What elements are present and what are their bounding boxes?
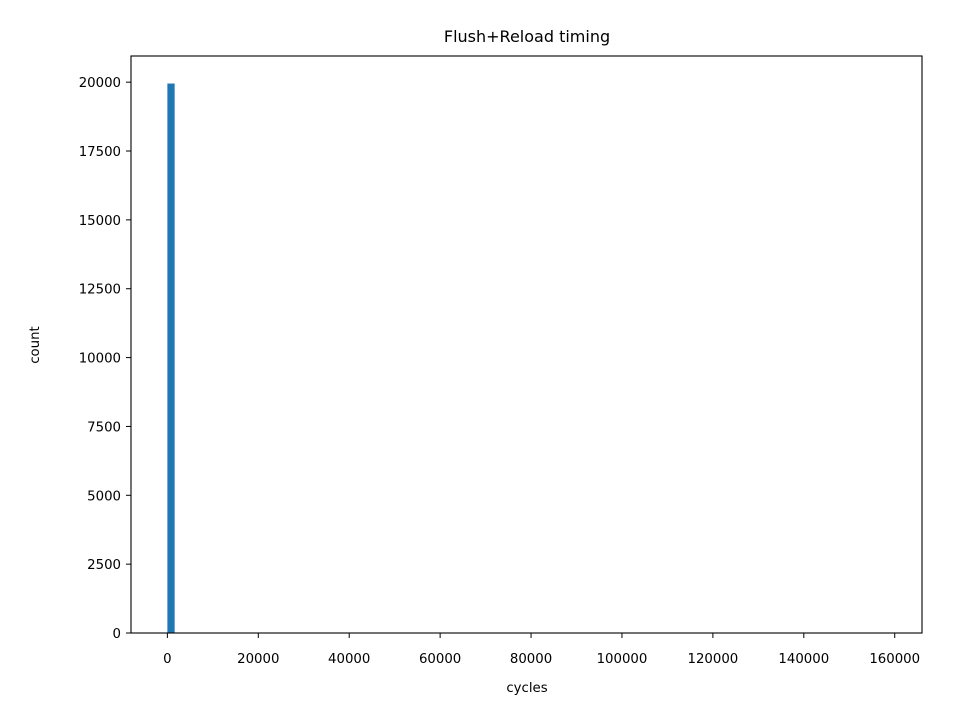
x-tick-label: 100000 (597, 652, 648, 667)
x-axis: 0 20000 40000 60000 80000 100000 120000 140000 1… (163, 633, 920, 667)
y-axis: 0 2500 5000 7500 10000 12500 15000 17500 20000 (79, 76, 131, 642)
plot-frame (130, 55, 923, 634)
y-tick-label: 5000 (87, 489, 121, 504)
chart-title: Flush+Reload timing (444, 27, 610, 46)
x-tick-label: 120000 (688, 652, 739, 667)
x-tick-label: 160000 (869, 652, 920, 667)
x-tick-label: 20000 (237, 652, 279, 667)
y-tick-label: 10000 (79, 352, 121, 367)
y-tick-label: 7500 (87, 420, 121, 435)
x-tick-label: 40000 (328, 652, 370, 667)
y-tick-label: 0 (113, 627, 121, 642)
histogram-bar (167, 83, 175, 634)
x-tick-label: 140000 (778, 652, 829, 667)
y-tick-label: 12500 (79, 283, 121, 298)
x-tick-label: 0 (163, 652, 171, 667)
y-tick-label: 2500 (87, 558, 121, 573)
y-axis-label: count (28, 326, 43, 364)
y-tick-label: 17500 (79, 145, 121, 160)
x-axis-label: cycles (506, 681, 547, 696)
y-tick-label: 15000 (79, 214, 121, 229)
y-tick-label: 20000 (79, 76, 121, 91)
x-tick-label: 60000 (419, 652, 461, 667)
x-tick-label: 80000 (510, 652, 552, 667)
